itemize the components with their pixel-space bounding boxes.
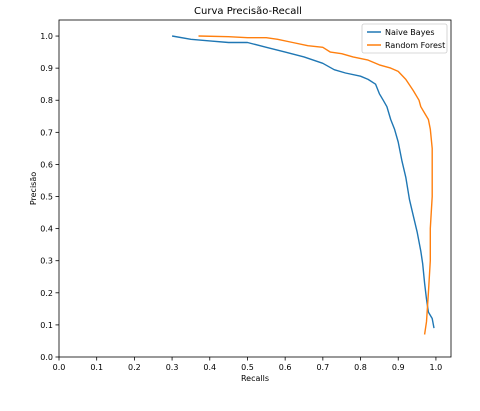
- x-tick-label: 0.0: [53, 363, 66, 372]
- x-tick-label: 0.4: [203, 363, 216, 372]
- x-tick-label: 0.6: [279, 363, 292, 372]
- series-line-naive-bayes: [171, 35, 435, 329]
- x-tick-label: 0.2: [128, 363, 141, 372]
- legend-label-random-forest: Random Forest: [385, 41, 445, 50]
- y-axis: 0.0 0.1 0.2 0.3 0.4 0.5 0.6 0.7 0.8 0.9 1.0: [40, 32, 59, 362]
- y-tick-label: 0.3: [40, 257, 53, 266]
- y-tick-label: 0.0: [40, 353, 53, 362]
- plot-area: [58, 19, 452, 358]
- y-tick-label: 0.4: [40, 225, 53, 234]
- x-axis-label: Recalls: [241, 374, 269, 383]
- y-tick-label: 1.0: [40, 32, 53, 41]
- x-tick-label: 1.0: [430, 363, 443, 372]
- y-tick-label: 0.5: [40, 193, 53, 202]
- legend-label-naive-bayes: Naive Bayes: [385, 28, 435, 37]
- y-tick-label: 0.6: [40, 160, 53, 169]
- x-tick-label: 0.1: [90, 363, 103, 372]
- y-tick-label: 0.1: [40, 321, 53, 330]
- y-tick-label: 0.8: [40, 96, 53, 105]
- y-tick-label: 0.9: [40, 64, 53, 73]
- y-axis-label: Precisão: [29, 172, 38, 205]
- series-line-random-forest: [198, 35, 433, 335]
- legend-box: [361, 23, 448, 54]
- legend: Naive Bayes Random Forest: [361, 23, 448, 54]
- series-lines: [171, 35, 435, 335]
- y-tick-label: 0.2: [40, 289, 53, 298]
- chart-title: Curva Precisão-Recall: [194, 6, 302, 17]
- x-tick-label: 0.9: [392, 363, 405, 372]
- y-tick-label: 0.7: [40, 128, 53, 137]
- x-tick-label: 0.3: [166, 363, 179, 372]
- x-tick-label: 0.8: [354, 363, 367, 372]
- x-axis: 0.0 0.1 0.2 0.3 0.4 0.5 0.6 0.7 0.8 0.9 1.0: [53, 357, 443, 372]
- x-tick-label: 0.5: [241, 363, 254, 372]
- x-tick-label: 0.7: [316, 363, 329, 372]
